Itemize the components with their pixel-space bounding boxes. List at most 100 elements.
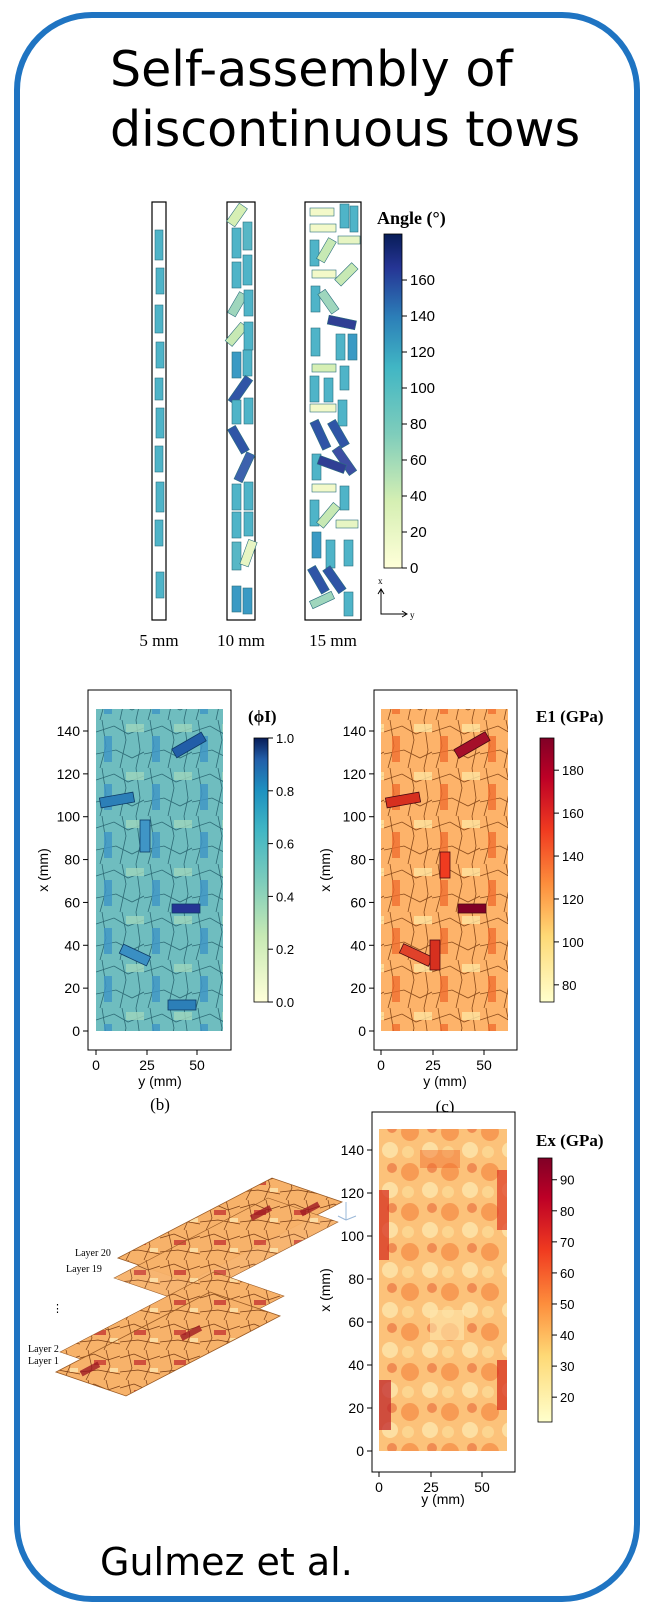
axes-indicator-y: y	[410, 610, 415, 620]
phi-colorbar	[253, 737, 269, 1003]
x-tick-label: 25	[423, 1479, 439, 1495]
colorbar-tick-label: 30	[560, 1359, 574, 1374]
colorbar-tick-label: 1.0	[276, 731, 294, 746]
y-tick-label: 100	[343, 809, 367, 825]
panel-e-ylabel: x (mm)	[317, 1268, 333, 1312]
y-tick-label: 0	[358, 1023, 366, 1039]
panel-c-ylabel: x (mm)	[317, 848, 333, 892]
colorbar-tick-label: 80	[562, 978, 576, 993]
colorbar-tick-label: 90	[560, 1173, 574, 1188]
ex-map-edges	[379, 1150, 507, 1430]
layer-2-label: Layer 2	[28, 1344, 59, 1355]
colorbar-tick-label: 140	[562, 849, 584, 864]
strip-10mm-tows	[224, 202, 258, 615]
strip-label-10mm: 10 mm	[217, 631, 265, 650]
phi-map	[96, 709, 223, 1031]
colorbar-tick-label: 80	[410, 416, 427, 433]
colorbar-tick-label: 70	[560, 1235, 574, 1250]
panel-c-caption: (c)	[436, 1097, 455, 1116]
x-tick-label: 0	[377, 1057, 385, 1073]
colorbar-tick-label: 160	[562, 806, 584, 821]
panel-e: 0 25 50 0 20 40 60 80 100 120 140 y (mm) x (mm) Ex…	[317, 1111, 604, 1507]
panel-d: Layer 20 Layer 19 ⋮ Layer 2 Layer 1	[28, 1177, 357, 1397]
y-tick-label: 80	[350, 852, 366, 868]
y-tick-label: 100	[57, 809, 81, 825]
y-tick-label: 80	[64, 852, 80, 868]
panel-c-xlabel: y (mm)	[423, 1073, 467, 1089]
y-tick-label: 20	[348, 1400, 364, 1416]
y-tick-label: 80	[348, 1271, 364, 1287]
y-tick-label: 120	[343, 766, 367, 782]
strip-label-15mm: 15 mm	[309, 631, 357, 650]
panel-b: 0 25 50 0 20 40 60 80 100 120 140 y (mm) x (mm) (b…	[35, 689, 294, 1114]
ex-map	[379, 1129, 507, 1451]
colorbar-tick-label: 40	[410, 488, 427, 505]
y-tick-label: 60	[350, 894, 366, 910]
axes-indicator	[377, 588, 408, 618]
layer-19-label: Layer 19	[66, 1264, 102, 1275]
colorbar-tick-label: 120	[410, 344, 435, 361]
y-tick-label: 40	[348, 1357, 364, 1373]
small-axes-icon	[337, 1202, 357, 1221]
layer-1-label: Layer 1	[28, 1356, 59, 1367]
y-tick-label: 140	[341, 1142, 365, 1158]
e1-map-highlights	[384, 731, 491, 971]
panel-b-xlabel: y (mm)	[138, 1073, 182, 1089]
layer-1-sheet	[54, 1291, 282, 1397]
y-tick-label: 120	[341, 1185, 365, 1201]
panel-b-ticks: 0 25 50 0 20 40 60 80 100 120 140	[57, 723, 205, 1073]
x-tick-label: 0	[375, 1479, 383, 1495]
y-tick-label: 40	[350, 937, 366, 953]
colorbar-tick-label: 60	[560, 1266, 574, 1281]
colorbar-tick-label: 0.6	[276, 837, 294, 852]
e1-colorbar-title: E1 (GPa)	[536, 707, 604, 726]
colorbar-tick-label: 0.0	[276, 995, 294, 1010]
panel-c: 0 25 50 0 20 40 60 80 100 120 140 y (mm) x (mm) (c…	[317, 689, 604, 1116]
phi-map-highlights	[98, 731, 207, 1011]
y-tick-label: 0	[72, 1023, 80, 1039]
ex-colorbar	[537, 1157, 553, 1423]
panel-e-xlabel: y (mm)	[421, 1491, 465, 1507]
e1-colorbar	[539, 737, 555, 1003]
y-tick-label: 140	[57, 723, 81, 739]
panel-e-ticks: 0 25 50 0 20 40 60 80 100 120 140	[341, 1142, 490, 1495]
y-tick-label: 60	[348, 1314, 364, 1330]
strip-5mm-tows	[154, 229, 165, 599]
author-credit: Gulmez et al.	[100, 1540, 353, 1584]
y-tick-label: 60	[64, 894, 80, 910]
colorbar-tick-label: 180	[562, 763, 584, 778]
layer-highlights	[79, 1201, 321, 1377]
colorbar-tick-label: 100	[562, 935, 584, 950]
phi-colorbar-title: (ϕI)	[248, 707, 277, 726]
colorbar-tick-label: 20	[560, 1390, 574, 1405]
panel-b-ylabel: x (mm)	[35, 848, 51, 892]
y-tick-label: 0	[356, 1443, 364, 1459]
figure-title: Self-assembly of discontinuous tows	[110, 40, 580, 160]
angle-colorbar-ticks: 0 20 40 60 80 100 120 140 160	[402, 272, 435, 577]
x-tick-label: 50	[474, 1479, 490, 1495]
colorbar-tick-label: 0	[410, 560, 418, 577]
colorbar-tick-label: 80	[560, 1204, 574, 1219]
colorbar-tick-label: 40	[560, 1328, 574, 1343]
y-tick-label: 40	[64, 937, 80, 953]
y-tick-label: 120	[57, 766, 81, 782]
layer-20-label: Layer 20	[75, 1248, 111, 1259]
x-tick-label: 0	[92, 1057, 100, 1073]
angle-colorbar	[383, 233, 403, 569]
axes-indicator-x: x	[378, 576, 383, 586]
x-tick-label: 25	[139, 1057, 155, 1073]
title-line-2: discontinuous tows	[110, 101, 581, 158]
y-tick-label: 20	[64, 980, 80, 996]
colorbar-tick-label: 0.8	[276, 784, 294, 799]
colorbar-tick-label: 20	[410, 524, 427, 541]
title-line-1: Self-assembly of	[110, 41, 513, 98]
rounded-border-frame	[14, 12, 640, 1602]
colorbar-tick-label: 100	[410, 380, 435, 397]
x-tick-label: 25	[425, 1057, 441, 1073]
e1-colorbar-ticks: 80 100 120 140 160 180	[554, 763, 584, 993]
strip-15mm-tows	[307, 203, 361, 617]
colorbar-tick-label: 0.2	[276, 942, 294, 957]
x-tick-label: 50	[189, 1057, 205, 1073]
phi-colorbar-ticks: 0.0 0.2 0.4 0.6 0.8 1.0	[268, 731, 294, 1010]
